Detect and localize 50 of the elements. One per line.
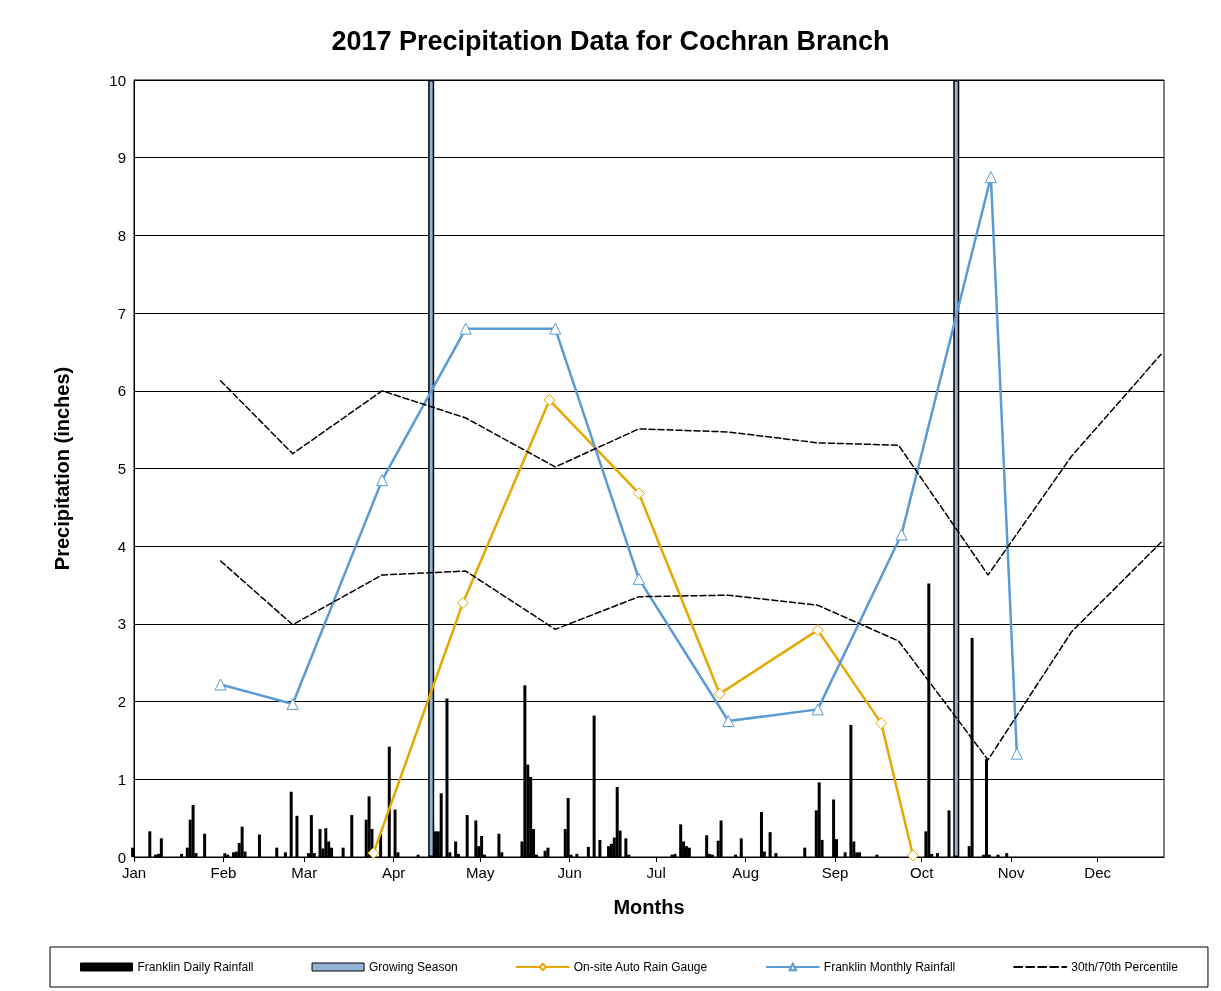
y-tick-label: 1 [117, 770, 126, 788]
legend-label: Growing Season [369, 960, 458, 974]
point [906, 849, 919, 862]
point [632, 572, 645, 585]
y-tick-label: 8 [117, 226, 126, 244]
x-axis-title: Months [613, 896, 685, 918]
point [713, 687, 726, 700]
x-tick-label: May [466, 864, 495, 881]
chart-title: 2017 Precipitation Data for Cochran Branch [331, 25, 890, 56]
x-tick-label: Jun [557, 864, 582, 881]
point [722, 715, 735, 728]
y-tick-label: 10 [109, 71, 126, 89]
point [811, 624, 824, 637]
point [632, 487, 645, 500]
x-tick-label: Aug [732, 864, 759, 881]
y-tick-label: 2 [117, 693, 126, 711]
x-tick-label: Dec [1084, 864, 1112, 881]
x-tick-label: Sep [821, 864, 849, 881]
point [984, 171, 997, 184]
y-tick-label: 7 [117, 304, 126, 322]
y-tick-label: 6 [117, 382, 126, 400]
point [895, 528, 908, 541]
x-tick-label: Nov [997, 864, 1025, 881]
y-tick-label: 3 [117, 615, 126, 633]
x-tick-label: Jul [646, 864, 666, 881]
legend-label: Franklin Daily Rainfall [137, 960, 254, 974]
y-tick-label: 4 [117, 537, 126, 555]
x-tick-label: Apr [381, 864, 406, 881]
point [543, 394, 556, 407]
x-tick-label: Feb [210, 864, 237, 881]
point [367, 847, 380, 860]
point [459, 322, 472, 335]
y-tick-label: 0 [117, 848, 126, 866]
y-axis-title: Precipitation (inches) [51, 366, 73, 571]
point [811, 703, 824, 716]
point [549, 322, 562, 335]
x-tick-label: Mar [291, 864, 318, 881]
legend-label: On-site Auto Rain Gauge [573, 960, 708, 974]
point [1010, 747, 1023, 760]
y-tick-label: 5 [117, 460, 126, 477]
point [456, 596, 469, 609]
point [214, 678, 227, 691]
point [286, 697, 299, 710]
legend-label: Franklin Monthly Rainfall [823, 960, 956, 974]
point [875, 717, 888, 730]
legend-label: 30th/70th Percentile [1071, 960, 1179, 974]
x-tick-label: Oct [909, 864, 935, 881]
y-tick-label: 9 [117, 149, 126, 167]
x-tick-label: Jan [121, 864, 147, 881]
point [376, 474, 389, 487]
